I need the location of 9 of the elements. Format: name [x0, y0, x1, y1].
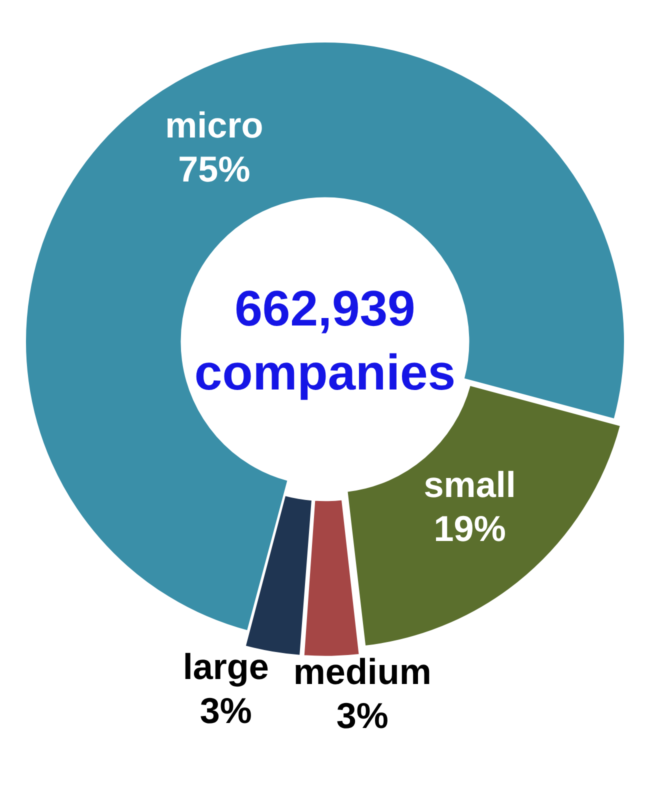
data-label: 19%	[434, 508, 506, 550]
text: 662,939 companies	[194, 280, 456, 400]
data-label: 3%	[336, 694, 388, 736]
slice-label: large	[182, 646, 269, 687]
slice-label: micro	[165, 104, 264, 146]
data-label: 3%	[200, 690, 252, 731]
slice-label: medium	[293, 650, 432, 692]
data-label: 75%	[178, 148, 250, 190]
slice-label: small	[424, 464, 516, 506]
